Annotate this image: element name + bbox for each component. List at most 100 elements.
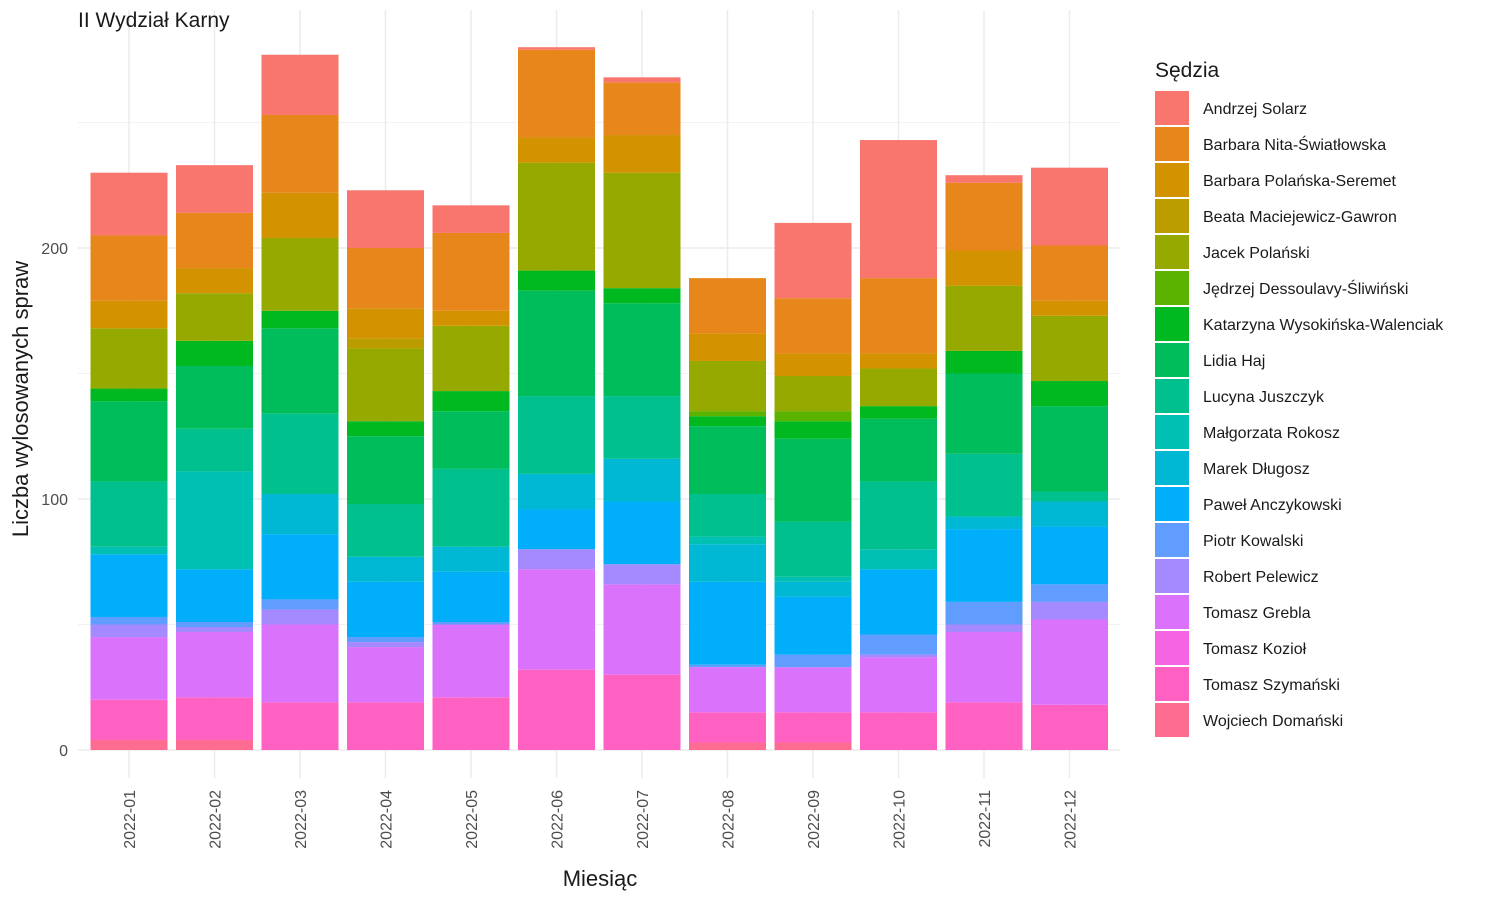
bar-segment bbox=[518, 49, 595, 138]
bar-segment bbox=[176, 268, 253, 294]
legend-label: Marek Długosz bbox=[1203, 461, 1310, 478]
legend-key bbox=[1155, 631, 1189, 665]
x-tick-label: 2022-04 bbox=[379, 790, 396, 849]
bar-segment bbox=[261, 702, 339, 750]
bar-segment bbox=[518, 549, 595, 570]
y-tick-label: 200 bbox=[41, 241, 68, 258]
bar-segment bbox=[603, 458, 681, 502]
bar-segment bbox=[945, 175, 1023, 183]
bar-segment bbox=[432, 411, 510, 469]
bar-segment bbox=[945, 453, 1023, 517]
bar-segment bbox=[774, 712, 852, 743]
bar-segment bbox=[689, 493, 766, 537]
bar-segment bbox=[347, 637, 424, 643]
y-tick-label: 0 bbox=[59, 743, 68, 760]
x-tick-label: 2022-05 bbox=[464, 790, 481, 849]
bar-segment bbox=[432, 624, 510, 698]
bar-segment bbox=[432, 571, 510, 622]
legend-key bbox=[1155, 487, 1189, 521]
bar-segment bbox=[945, 529, 1023, 602]
bar-segment bbox=[945, 601, 1023, 625]
bar-segment bbox=[689, 411, 766, 417]
bar-segment bbox=[1031, 315, 1108, 382]
bar-segment bbox=[689, 742, 766, 750]
legend-key bbox=[1155, 235, 1189, 269]
legend-label: Wojciech Domański bbox=[1203, 713, 1343, 730]
bar-segment bbox=[1031, 491, 1108, 502]
x-tick-label: 2022-03 bbox=[293, 790, 310, 849]
x-tick-label: 2022-12 bbox=[1063, 790, 1080, 849]
bar-segment bbox=[347, 338, 424, 349]
bar-segment bbox=[518, 509, 595, 550]
bar-segment bbox=[689, 667, 766, 713]
bar-segment bbox=[176, 569, 253, 622]
bar-segment bbox=[90, 172, 168, 236]
legend-label: Małgorzata Rokosz bbox=[1203, 425, 1340, 442]
x-tick-label: 2022-02 bbox=[208, 790, 225, 849]
bar-segment bbox=[261, 493, 339, 535]
bar-segment bbox=[90, 624, 168, 638]
bar-segment bbox=[347, 556, 424, 582]
legend-label: Tomasz Szymański bbox=[1203, 677, 1340, 694]
bar-segment bbox=[945, 250, 1023, 286]
legend-label: Barbara Nita-Światłowska bbox=[1203, 135, 1386, 154]
bar-segment bbox=[518, 162, 595, 271]
bar-segment bbox=[261, 192, 339, 238]
bar-segment bbox=[860, 712, 937, 750]
legend-label: Lidia Haj bbox=[1203, 353, 1265, 370]
bar-segment bbox=[860, 140, 937, 279]
bar-segment bbox=[261, 328, 339, 414]
bar-segment bbox=[860, 353, 937, 369]
bar-segment bbox=[603, 303, 681, 397]
legend-key bbox=[1155, 667, 1189, 701]
legend-title: Sędzia bbox=[1155, 59, 1220, 82]
bar-segment bbox=[90, 616, 168, 625]
bar-segment bbox=[90, 328, 168, 389]
bar-segment bbox=[432, 391, 510, 412]
bar-segment bbox=[347, 702, 424, 750]
bar-segment bbox=[689, 426, 766, 494]
x-tick-label: 2022-07 bbox=[635, 790, 652, 849]
legend-key bbox=[1155, 379, 1189, 413]
bar-segment bbox=[774, 667, 852, 713]
bar-segment bbox=[176, 293, 253, 341]
x-tick-label: 2022-10 bbox=[892, 790, 909, 849]
bar-segment bbox=[176, 739, 253, 750]
bar-segment bbox=[603, 564, 681, 585]
bar-segment bbox=[90, 235, 168, 301]
bar-segment bbox=[176, 621, 253, 628]
bar-segment bbox=[90, 554, 168, 617]
bar-segment bbox=[176, 340, 253, 366]
legend-label: Katarzyna Wysokińska-Walenciak bbox=[1203, 317, 1444, 334]
bar-segment bbox=[176, 697, 253, 740]
bar-segment bbox=[860, 569, 937, 635]
bar-segment bbox=[689, 544, 766, 582]
bar-segment bbox=[945, 285, 1023, 351]
bar-segment bbox=[90, 699, 168, 740]
bar-segment bbox=[1031, 167, 1108, 246]
bar-segment bbox=[774, 421, 852, 439]
bar-segment bbox=[603, 82, 681, 136]
legend-label: Tomasz Grebla bbox=[1203, 605, 1311, 622]
bar-segment bbox=[860, 549, 937, 570]
bar-segment bbox=[347, 248, 424, 309]
bar-segment bbox=[774, 411, 852, 422]
legend-key bbox=[1155, 199, 1189, 233]
bar-segment bbox=[945, 516, 1023, 530]
bar-segment bbox=[689, 416, 766, 427]
bar-segment bbox=[432, 621, 510, 625]
legend-key bbox=[1155, 415, 1189, 449]
legend-key bbox=[1155, 703, 1189, 737]
legend-key bbox=[1155, 523, 1189, 557]
legend-key bbox=[1155, 127, 1189, 161]
y-axis-title: Liczba wylosowanych spraw bbox=[8, 261, 33, 537]
legend-key bbox=[1155, 163, 1189, 197]
bar-segment bbox=[347, 348, 424, 422]
bars bbox=[90, 47, 1108, 750]
bar-segment bbox=[774, 654, 852, 668]
bar-segment bbox=[347, 421, 424, 437]
bar-segment bbox=[176, 471, 253, 570]
bar-segment bbox=[774, 438, 852, 522]
bar-segment bbox=[860, 657, 937, 713]
bar-segment bbox=[432, 697, 510, 750]
